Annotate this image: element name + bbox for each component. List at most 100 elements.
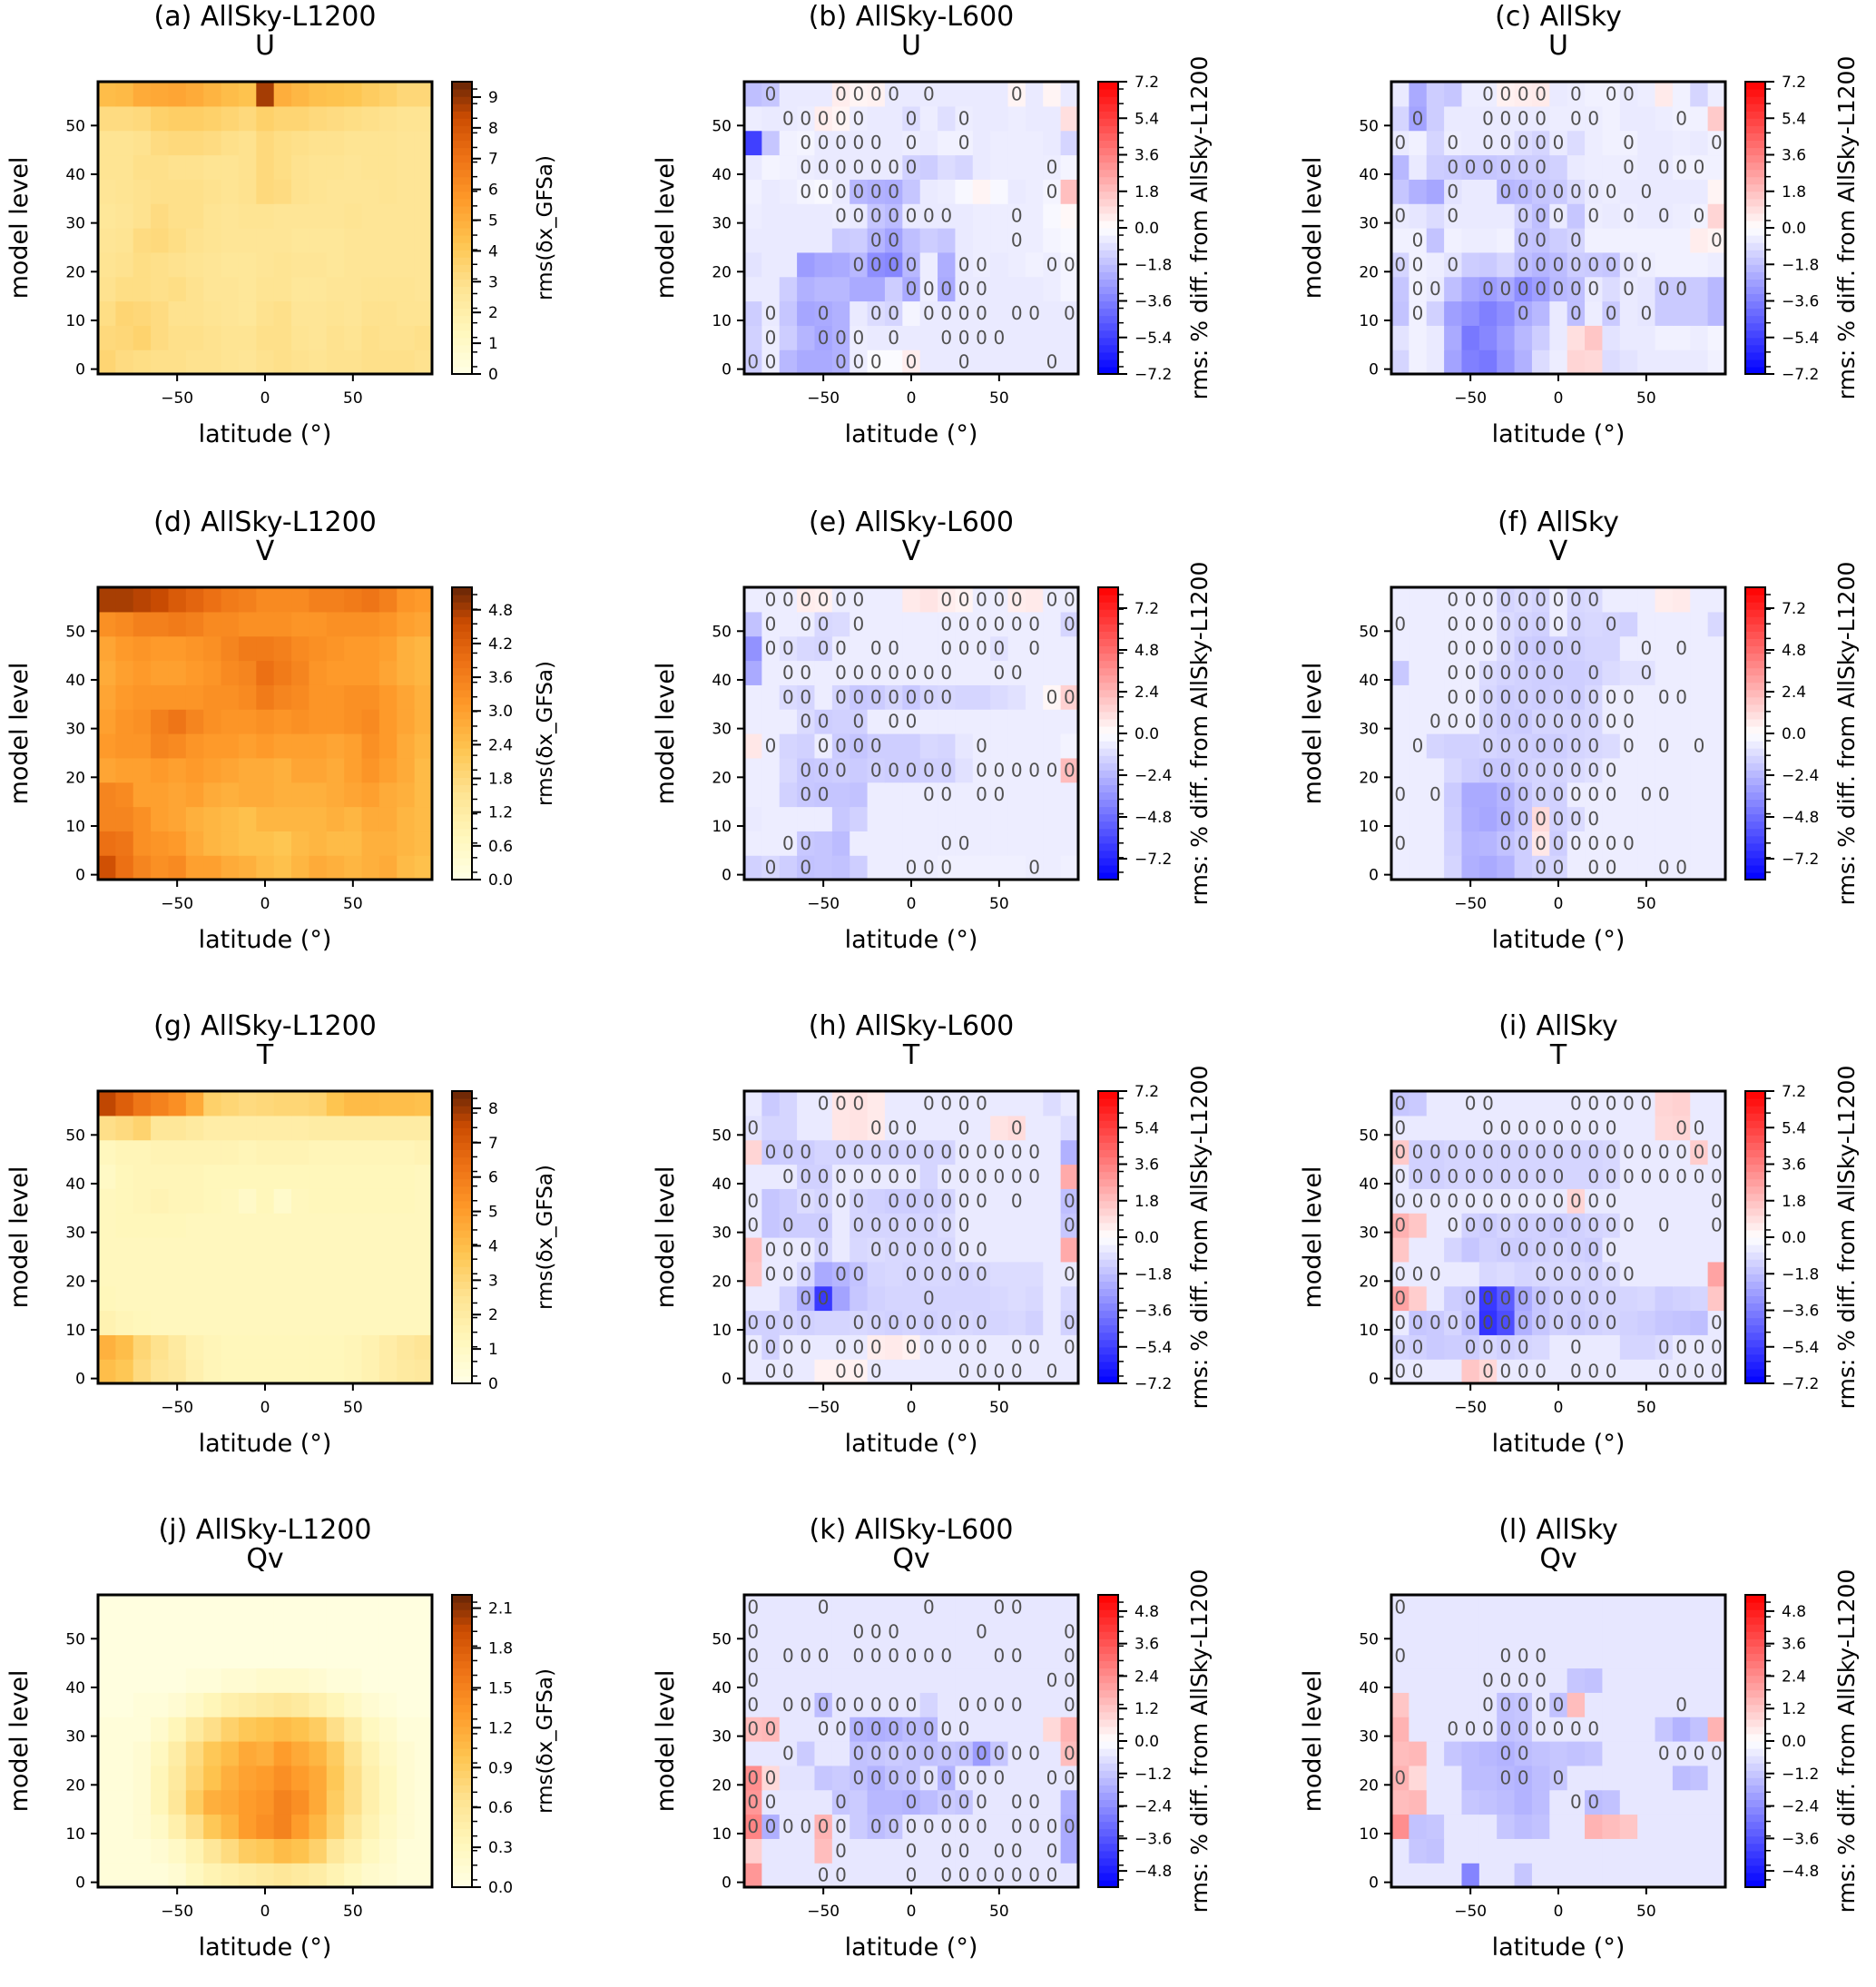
heatmap-cell [1690,228,1709,253]
heatmap-cell [1549,1285,1568,1312]
heatmap-cell [1060,684,1079,710]
heatmap-cell [744,105,762,132]
colorbar-label: rms: % diff. from AllSky-L1200 [1833,562,1860,906]
insignificant-marker: 0 [906,1645,918,1667]
insignificant-marker: 0 [1570,832,1582,854]
insignificant-marker: 0 [976,1815,987,1837]
heatmap-cell [133,1765,152,1791]
insignificant-marker: 0 [870,132,882,153]
colorbar-segment [1098,183,1118,192]
heatmap-cell [831,1261,850,1287]
insignificant-marker: 0 [782,1263,794,1284]
heatmap-cell [1409,251,1428,278]
insignificant-marker: 0 [906,156,918,178]
heatmap-cell [1531,635,1550,662]
heatmap-cell [397,1765,416,1791]
heatmap-cell [972,1765,991,1791]
heatmap-cell [744,1164,762,1189]
heatmap-cell [168,757,187,783]
heatmap-cell [867,1765,886,1791]
heatmap-cell [1585,1863,1604,1888]
colorbar-segment [452,1310,472,1319]
heatmap-cell [414,1091,433,1116]
heatmap-cell [814,179,833,204]
heatmap-cell [1514,806,1533,831]
heatmap-cell [1549,1863,1568,1888]
heatmap-cell [831,203,850,229]
insignificant-marker: 0 [1482,132,1494,153]
heatmap-cell [1007,1091,1026,1116]
heatmap-cell [1672,806,1691,831]
heatmap-cell [938,1310,957,1335]
heatmap-cell [1585,757,1604,783]
heatmap-cell [1444,130,1463,156]
heatmap-cell [1602,1618,1621,1645]
heatmap-cell [168,660,187,685]
heatmap-cell [1619,1285,1638,1312]
heatmap-cell [1549,1789,1568,1815]
insignificant-marker: 0 [923,205,935,227]
heatmap-cell [1426,82,1445,107]
heatmap-cell [133,325,152,350]
heatmap-cell [1707,1261,1726,1287]
insignificant-marker: 0 [1028,1815,1040,1837]
heatmap-cell [1025,1595,1044,1620]
heatmap-cell [168,1091,187,1116]
insignificant-marker: 0 [1064,1336,1076,1358]
heatmap-cell [1497,1838,1516,1864]
insignificant-marker: 0 [818,302,830,324]
heatmap-cell [1007,1139,1026,1166]
heatmap-cell [1043,251,1062,278]
heatmap-cell [919,1261,938,1287]
colorbar-segment [1098,1200,1118,1209]
heatmap-cell [761,179,781,204]
heatmap-cell [1444,1814,1463,1839]
insignificant-marker: 0 [1500,637,1512,659]
insignificant-marker: 0 [800,1645,811,1667]
insignificant-marker: 0 [906,1815,918,1837]
colorbar-segment [1745,1697,1765,1706]
heatmap-cell [273,1741,292,1766]
heatmap-cell [414,1643,433,1669]
insignificant-marker: 0 [1465,588,1477,610]
colorbar-tick-label: 0.0 [1134,1733,1159,1751]
heatmap-cell [797,1789,816,1815]
colorbar-segment [452,1164,472,1173]
heatmap-cell [867,154,886,180]
insignificant-marker: 0 [1011,1116,1023,1138]
heatmap-cell [1549,1595,1568,1620]
insignificant-marker: 0 [958,1238,970,1260]
colorbar-tick-label: 0 [488,366,498,384]
heatmap-cell [1007,1692,1026,1717]
heatmap-cell [414,1595,433,1620]
heatmap-cell [1391,1188,1409,1214]
heatmap-cell [1619,130,1638,156]
insignificant-marker: 0 [1553,1215,1565,1236]
insignificant-marker: 0 [1429,1190,1441,1212]
heatmap-cell [919,154,938,180]
heatmap-cell [779,1188,798,1214]
heatmap-cell [238,709,257,734]
insignificant-marker: 0 [1640,1166,1652,1187]
colorbar-tick-label: −3.6 [1134,1830,1172,1848]
insignificant-marker: 0 [1587,1238,1599,1260]
heatmap-cell [151,300,170,326]
insignificant-marker: 0 [1606,253,1617,275]
colorbar-segment [452,696,472,705]
heatmap-cell [761,782,781,808]
heatmap-cell [221,1334,240,1360]
heatmap-cell [1707,1359,1726,1384]
heatmap-cell [1549,1188,1568,1214]
heatmap-cell [133,1789,152,1815]
heatmap-cell [1461,587,1480,613]
heatmap-cell [831,855,850,880]
insignificant-marker: 0 [1465,686,1477,708]
heatmap-cell [151,1310,170,1335]
heatmap-cell [1043,1091,1062,1116]
heatmap-cell [1531,82,1550,107]
insignificant-marker: 0 [940,1215,952,1236]
heatmap-cell [1637,1741,1656,1766]
colorbar-segment [452,1609,472,1618]
